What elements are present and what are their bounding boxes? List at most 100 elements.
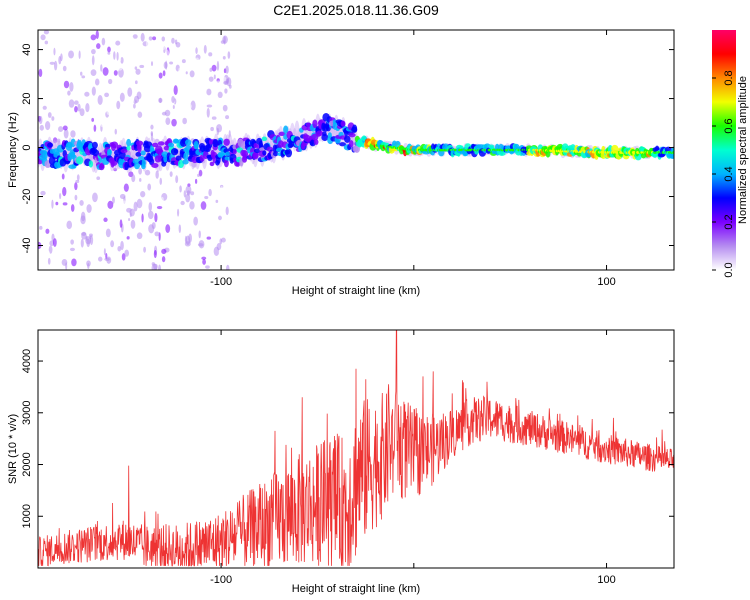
spectrogram-noise-blob [163, 61, 168, 69]
spectrogram-noise-blob [75, 179, 80, 184]
spectrogram-ridge-cell [361, 135, 367, 142]
spectrogram-noise-blob [183, 190, 187, 198]
spectrogram-noise-blob [143, 246, 146, 253]
spectrogram-noise-blob [139, 64, 145, 69]
spectrogram-noise-blob [62, 186, 67, 197]
spectrogram-noise-blob [161, 36, 166, 42]
spectrogram-noise-blob [47, 112, 52, 118]
spectrogram-noise-blob [93, 124, 97, 132]
spectrogram-noise-blob [169, 171, 173, 177]
spectrogram-noise-blob [95, 222, 100, 228]
spectrogram-noise-blob [89, 166, 95, 173]
spectrogram-noise-blob [140, 32, 145, 42]
spectrogram-noise-blob [45, 228, 50, 234]
spectrogram-noise-blob [160, 164, 167, 174]
spectrogram-ridge-cell [136, 144, 142, 150]
spectrogram-noise-blob [80, 211, 86, 222]
spectrogram-xtick-label: -100 [210, 276, 232, 288]
spectrogram-noise-blob [181, 59, 186, 64]
spectrogram-noise-blob [157, 50, 160, 56]
colorbar-ticks: 0.0 0.2 0.4 0.6 0.8 [712, 70, 735, 278]
spectrogram-noise-blob [205, 265, 210, 269]
spectrogram-noise-blob [185, 193, 191, 203]
spectrogram-noise-blob [96, 176, 101, 180]
spectrogram-noise-blob [147, 210, 154, 220]
spectrogram-ytick-label: -40 [21, 238, 33, 254]
spectrogram-noise-blob [103, 248, 106, 256]
spectrogram-noise-blob [63, 80, 70, 89]
spectrogram-noise-blob [52, 137, 58, 144]
spectrogram-noise-blob [198, 101, 204, 107]
spectrogram-ridge-cell [140, 150, 146, 156]
spectrogram-ridge-cell [244, 139, 252, 147]
spectrogram-ridge-cell [283, 125, 289, 134]
spectrogram-ridge-cell [232, 148, 237, 155]
spectrogram-noise-blob [71, 258, 77, 267]
spectrogram-noise-blob [56, 245, 62, 251]
spectrogram-noise-blob [44, 49, 49, 59]
spectrogram-ridge-cell [132, 158, 140, 164]
spectrogram-ridge-cell [124, 161, 129, 171]
spectrogram-noise-blob [165, 224, 171, 233]
spectrogram-noise-blob [161, 196, 164, 203]
spectrogram-noise-blob [76, 174, 80, 181]
spectrogram-ridge-cell [459, 145, 464, 150]
spectrogram-noise-blob [194, 178, 198, 184]
spectrogram-noise-blob [178, 67, 181, 76]
spectrogram-noise-blob [70, 130, 76, 138]
colorbar-tick-label: 0.6 [723, 118, 735, 133]
spectrogram-ridge-cell [316, 130, 324, 137]
spectrogram-noise-blob [190, 191, 195, 196]
spectrogram-noise-blob [150, 132, 154, 142]
spectrogram-noise-blob [175, 41, 181, 48]
spectrogram-noise-blob [113, 70, 118, 76]
spectrogram-ridge-cell [209, 161, 215, 167]
spectrogram-noise-blob [221, 237, 226, 243]
spectrogram-noise-blob [211, 116, 217, 120]
spectrogram-noise-blob [78, 50, 81, 60]
spectrogram-xtick-label: 100 [597, 276, 615, 288]
spectrogram-ridge-cell [182, 159, 189, 165]
spectrogram-ytick-label: 40 [21, 43, 33, 55]
spectrogram-noise-blob [123, 183, 129, 192]
spectrogram-noise-blob [74, 182, 78, 191]
spectrogram-noise-blob [74, 106, 78, 113]
spectrogram-ridge-cell [212, 138, 219, 148]
spectrogram-noise-blob [215, 199, 219, 203]
spectrogram-ridge-cell [75, 156, 84, 165]
spectrogram-noise-blob [43, 30, 50, 35]
spectrogram-ridge-cell [147, 153, 152, 160]
spectrogram-noise-blob [91, 117, 95, 122]
spectrogram-ridge-cell [313, 139, 319, 145]
spectrogram-ridge-cell [225, 151, 231, 156]
spectrogram-noise-blob [116, 100, 121, 110]
snr-xtick-label: -100 [210, 574, 232, 586]
spectrogram-noise-blob [111, 114, 117, 120]
spectrogram-noise-blob [213, 246, 220, 256]
spectrogram-noise-blob [177, 208, 180, 217]
spectrogram-noise-blob [213, 202, 216, 208]
spectrogram-ridge-cell [173, 148, 178, 154]
spectrogram-ridge-cell [261, 136, 268, 142]
spectrogram-noise-blob [145, 39, 151, 49]
spectrogram-noise-blob [132, 34, 138, 39]
spectrogram-noise-blob [80, 71, 83, 76]
spectrogram-noise-blob [216, 127, 219, 136]
spectrogram-noise-blob [219, 238, 223, 245]
spectrogram-noise-blob [90, 34, 97, 41]
spectrogram-noise-blob [204, 195, 209, 200]
spectrogram-noise-blob [61, 173, 65, 180]
colorbar-tick-label: 0.4 [723, 166, 735, 181]
spectrogram-noise-blob [213, 74, 216, 80]
spectrogram-noise-blob [211, 64, 217, 72]
spectrogram-noise-blob [107, 200, 114, 209]
spectrogram-noise-blob [202, 259, 206, 265]
spectrogram-noise-blob [48, 245, 53, 254]
spectrogram-noise-blob [220, 185, 224, 194]
spectrogram-noise-blob [158, 72, 163, 79]
spectrogram-noise-blob [51, 116, 55, 121]
spectrogram-noise-blob [133, 201, 138, 212]
spectrogram-noise-blob [180, 200, 185, 206]
spectrogram-noise-blob [39, 225, 43, 230]
spectrogram-noise-blob [195, 248, 202, 253]
